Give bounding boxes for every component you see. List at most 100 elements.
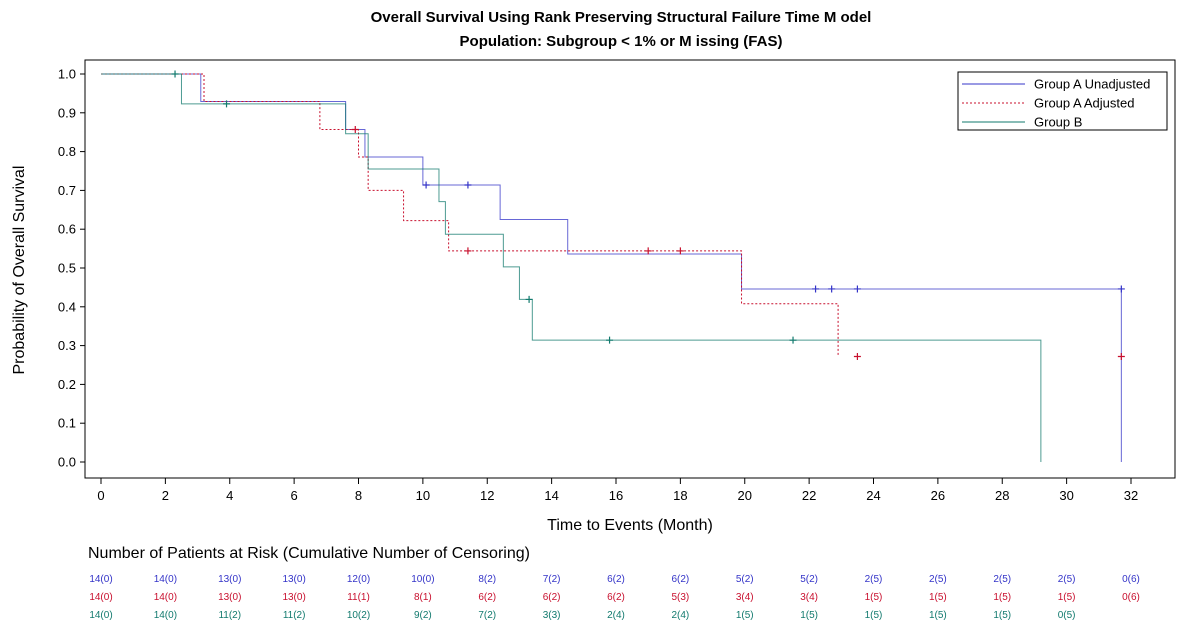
y-axis-label: Probability of Overall Survival xyxy=(11,166,28,375)
risk-cell: 14(0) xyxy=(89,574,112,585)
risk-cell: 1(5) xyxy=(929,592,947,603)
risk-table: 14(0) 14(0) 13(0) 13(0) 12(0) 10(0) 8(2) 7(2) 6(… xyxy=(89,574,1140,621)
censor-mark xyxy=(606,336,614,344)
risk-cell: 6(2) xyxy=(671,574,689,585)
x-tick-label: 14 xyxy=(544,488,558,503)
risk-cell: 1(5) xyxy=(993,592,1011,603)
x-tick-label: 2 xyxy=(162,488,169,503)
censor-mark xyxy=(351,125,359,133)
risk-cell: 2(5) xyxy=(1058,574,1076,585)
risk-cell: 2(4) xyxy=(671,610,689,621)
censor-mark xyxy=(422,181,430,189)
risk-cell: 12(0) xyxy=(347,574,370,585)
x-tick-label: 4 xyxy=(226,488,233,503)
y-tick-label: 0.6 xyxy=(58,222,76,237)
chart-title: Overall Survival Using Rank Preserving S… xyxy=(371,9,872,26)
y-tick-label: 0.8 xyxy=(58,144,76,159)
risk-cell: 6(2) xyxy=(478,592,496,603)
y-tick-label: 0.9 xyxy=(58,105,76,120)
risk-cell: 2(5) xyxy=(929,574,947,585)
risk-cell: 10(2) xyxy=(347,610,370,621)
risk-cell: 5(3) xyxy=(671,592,689,603)
censor-mark xyxy=(644,247,652,255)
y-tick-label: 0.2 xyxy=(58,377,76,392)
risk-cell: 0(6) xyxy=(1122,592,1140,603)
risk-cell: 14(0) xyxy=(154,610,177,621)
x-tick-label: 8 xyxy=(355,488,362,503)
risk-cell: 13(0) xyxy=(282,574,305,585)
x-tick-label: 6 xyxy=(291,488,298,503)
y-axis-ticks: 0.0 0.1 0.2 0.3 0.4 0.5 0.6 0.7 0.8 0.9 1.0 xyxy=(58,67,85,470)
risk-cell: 11(1) xyxy=(347,592,370,603)
censor-mark xyxy=(171,70,179,78)
risk-cell: 1(5) xyxy=(736,610,754,621)
x-tick-label: 20 xyxy=(738,488,752,503)
censor-mark xyxy=(812,285,820,293)
censor-mark xyxy=(789,336,797,344)
risk-cell: 0(6) xyxy=(1122,574,1140,585)
series-line-3 xyxy=(101,73,1042,462)
risk-cell: 1(5) xyxy=(1058,592,1076,603)
legend-box xyxy=(957,71,1168,131)
legend-label-1: Group A Unadjusted xyxy=(1034,77,1150,92)
x-tick-label: 10 xyxy=(416,488,430,503)
y-tick-label: 0.0 xyxy=(58,455,76,470)
censor-mark xyxy=(853,285,861,293)
x-tick-label: 24 xyxy=(866,488,880,503)
risk-cell: 2(5) xyxy=(993,574,1011,585)
censor-mark xyxy=(464,247,472,255)
y-tick-label: 0.4 xyxy=(58,299,76,314)
risk-cell: 2(4) xyxy=(607,610,625,621)
chart-subtitle: Population: Subgroup < 1% or M issing (F… xyxy=(460,33,783,50)
risk-cell: 14(0) xyxy=(154,574,177,585)
risk-cell: 8(2) xyxy=(478,574,496,585)
risk-cell: 1(5) xyxy=(993,610,1011,621)
plot-frame xyxy=(84,59,1176,479)
risk-cell: 7(2) xyxy=(543,574,561,585)
risk-cell: 6(2) xyxy=(543,592,561,603)
risk-cell: 1(5) xyxy=(800,610,818,621)
risk-cell: 11(2) xyxy=(218,610,241,621)
series-line-2 xyxy=(101,73,839,357)
risk-cell: 13(0) xyxy=(218,592,241,603)
y-tick-label: 1.0 xyxy=(58,67,76,82)
risk-cell: 1(5) xyxy=(865,610,883,621)
risk-cell: 6(2) xyxy=(607,574,625,585)
risk-cell: 5(2) xyxy=(736,574,754,585)
censor-mark xyxy=(676,247,684,255)
risk-cell: 1(5) xyxy=(929,610,947,621)
risk-cell: 10(0) xyxy=(411,574,434,585)
x-tick-label: 18 xyxy=(673,488,687,503)
legend: Group A Unadjusted Group A Adjusted Group … xyxy=(957,71,1168,131)
legend-label-2: Group A Adjusted xyxy=(1034,96,1134,111)
risk-cell: 7(2) xyxy=(478,610,496,621)
risk-cell: 13(0) xyxy=(282,592,305,603)
censor-mark xyxy=(223,100,231,108)
x-tick-label: 32 xyxy=(1124,488,1138,503)
risk-cell: 0(5) xyxy=(1058,610,1076,621)
censor-mark xyxy=(1117,352,1125,360)
censor-mark xyxy=(853,352,861,360)
risk-cell: 6(2) xyxy=(607,592,625,603)
series-line-1 xyxy=(101,73,1122,462)
y-tick-label: 0.3 xyxy=(58,338,76,353)
risk-cell: 3(4) xyxy=(736,592,754,603)
risk-cell: 3(3) xyxy=(543,610,561,621)
series-lines xyxy=(101,70,1125,462)
risk-cell: 8(1) xyxy=(414,592,432,603)
y-tick-label: 0.1 xyxy=(58,416,76,431)
risk-cell: 1(5) xyxy=(865,592,883,603)
y-tick-label: 0.7 xyxy=(58,183,76,198)
x-axis-ticks: 0 2 4 6 8 10 12 14 16 18 20 22 24 26 28 30 32 xyxy=(97,478,1138,503)
risk-cell: 14(0) xyxy=(154,592,177,603)
x-tick-label: 28 xyxy=(995,488,1009,503)
x-tick-label: 26 xyxy=(931,488,945,503)
x-tick-label: 16 xyxy=(609,488,623,503)
x-axis-label: Time to Events (Month) xyxy=(547,517,713,534)
y-tick-label: 0.5 xyxy=(58,261,76,276)
x-tick-label: 22 xyxy=(802,488,816,503)
risk-cell: 3(4) xyxy=(800,592,818,603)
risk-cell: 14(0) xyxy=(89,610,112,621)
x-tick-label: 12 xyxy=(480,488,494,503)
